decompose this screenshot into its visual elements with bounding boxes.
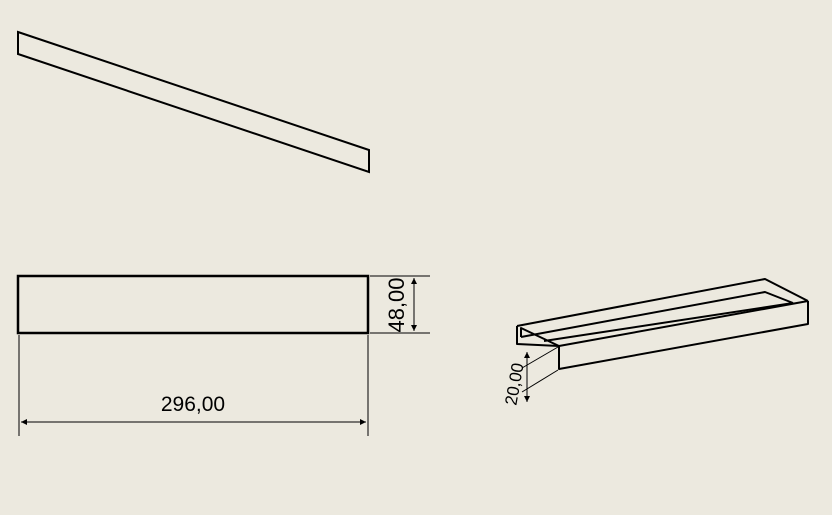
iso-inner-front	[520, 291, 794, 338]
depth-dimension: 20,00	[502, 346, 559, 407]
depth-dimension-label: 20,00	[502, 361, 528, 406]
front-view	[16, 274, 370, 335]
isometric-view	[516, 278, 809, 370]
top-view	[17, 30, 370, 174]
height-dimension-label: 48,00	[384, 277, 409, 332]
iso-inner-rear	[543, 302, 794, 342]
height-dimension: 48,00	[370, 275, 430, 334]
length-dimension-label: 296,00	[161, 393, 225, 416]
length-dimension: 296,00	[18, 335, 369, 436]
iso-outer-front-top	[516, 278, 809, 327]
iso-left-end	[516, 326, 560, 347]
front-view-outline	[16, 274, 370, 335]
iso-bottom-edge	[558, 301, 809, 370]
top-view-outline	[17, 30, 370, 174]
iso-back-top	[558, 300, 809, 347]
